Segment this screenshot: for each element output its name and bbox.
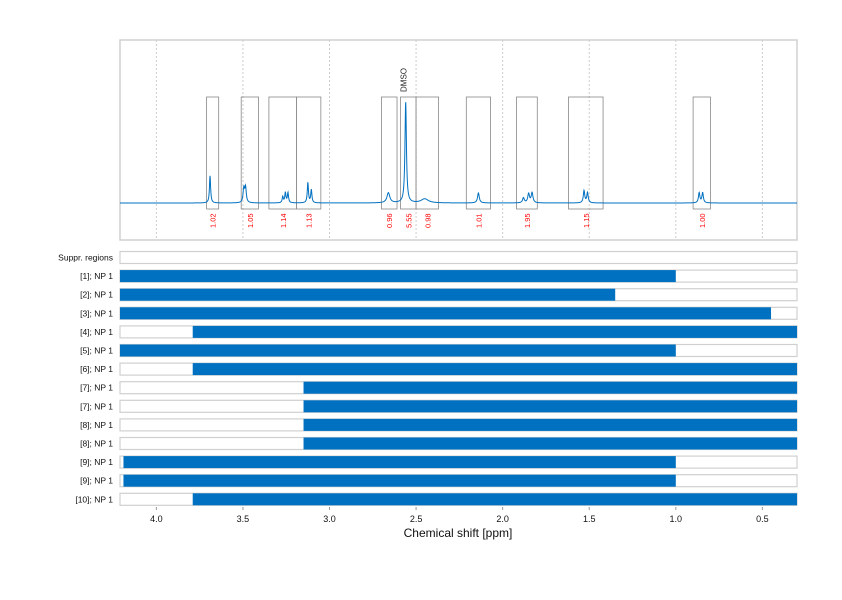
integral-label: 1.02 (209, 213, 218, 228)
x-axis: 4.0 3.5 3.0 2.5 2.0 1.5 1.0 0.5 (150, 507, 769, 524)
x-tick-label: 3.5 (237, 514, 250, 524)
region-bar (120, 270, 676, 283)
integration-region-box (465, 96, 491, 210)
integration-regions: 1.02 1.05 1.14 1.13 0.96 5.55 0.98 1.01 1.95 1.15… (206, 96, 711, 228)
region-bar (123, 456, 676, 469)
grid-lines (155, 40, 763, 240)
integral-label: 5.55 (404, 213, 413, 228)
region-bar (123, 474, 676, 487)
x-axis-label: Chemical shift [ppm] (404, 526, 513, 540)
integral-label: 1.15 (582, 213, 591, 228)
region-bar (303, 418, 797, 431)
region-bar (303, 400, 797, 413)
integration-region-box (415, 96, 439, 210)
bar-rows: Suppr. regions [1]; NP 1 [2]; NP 1 [3]; NP … (58, 250, 798, 506)
integral-label: 1.00 (698, 213, 707, 228)
region-bar (303, 437, 797, 450)
row-frame (119, 250, 798, 265)
integral-label: 1.14 (279, 213, 288, 228)
row-label: [7]; NP 1 (80, 401, 113, 411)
integral-label: 1.95 (523, 213, 532, 228)
x-tick-label: 2.0 (496, 514, 509, 524)
row-label: [4]; NP 1 (80, 327, 113, 337)
x-tick-label: 2.5 (410, 514, 423, 524)
integration-region-box (381, 96, 398, 210)
x-tick-label: 1.0 (670, 514, 683, 524)
integral-label: 1.01 (474, 213, 483, 228)
region-bar (120, 307, 772, 320)
row-label: [1]; NP 1 (80, 271, 113, 281)
row-label: [9]; NP 1 (80, 457, 113, 467)
row-label: [5]; NP 1 (80, 346, 113, 356)
region-bar (192, 493, 798, 506)
x-tick-label: 1.5 (583, 514, 596, 524)
row-label: [9]; NP 1 (80, 476, 113, 486)
dmso-annotation: DMSO (399, 68, 408, 92)
integration-region-box (268, 96, 298, 210)
integral-label: 1.13 (305, 213, 314, 228)
row-label: [2]; NP 1 (80, 290, 113, 300)
integration-region-box (296, 96, 322, 210)
row-label: [3]; NP 1 (80, 308, 113, 318)
row-label: [7]; NP 1 (80, 383, 113, 393)
integral-label: 1.05 (246, 213, 255, 228)
region-bar (303, 381, 797, 394)
row-label: [10]; NP 1 (75, 494, 113, 504)
integral-label: 0.98 (423, 213, 432, 228)
integral-label: 0.96 (385, 213, 394, 228)
row-label: [8]; NP 1 (80, 439, 113, 449)
integration-region-box (206, 96, 220, 210)
integration-region-box (240, 96, 259, 210)
integration-region-box (692, 96, 711, 210)
spectrum-panel (119, 39, 798, 241)
region-bar (120, 288, 616, 301)
spectrum-line (120, 102, 797, 204)
integration-region-box (516, 96, 538, 210)
x-tick-label: 4.0 (150, 514, 163, 524)
row-label: Suppr. regions (58, 253, 113, 263)
row-label: [8]; NP 1 (80, 420, 113, 430)
region-bar (120, 344, 676, 357)
region-bar (192, 363, 798, 376)
integration-region-box (568, 96, 604, 210)
x-tick-label: 0.5 (756, 514, 769, 524)
x-tick-label: 3.0 (323, 514, 336, 524)
region-bar (192, 325, 798, 338)
row-label: [6]; NP 1 (80, 364, 113, 374)
